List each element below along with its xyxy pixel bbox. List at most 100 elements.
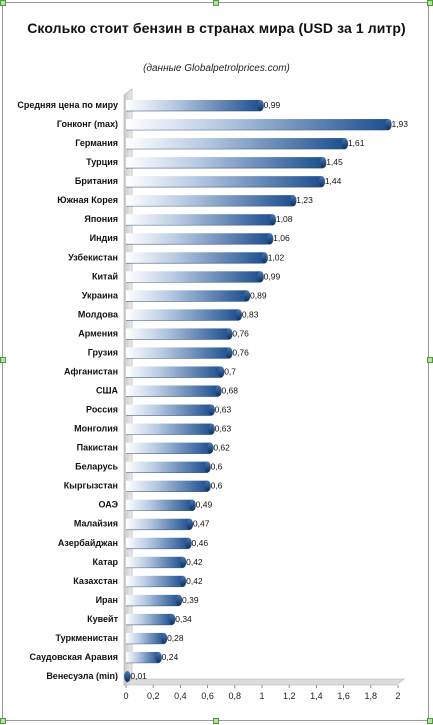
bar-end-cap	[179, 575, 187, 587]
labels-group: Средняя цена по миру 0,99 Гонконг (max) 1,9…	[17, 100, 408, 681]
category-label: Индия	[90, 233, 118, 243]
x-tick-label: 1,4	[310, 691, 323, 701]
bar	[126, 404, 212, 416]
x-tick-label: 0,2	[147, 691, 160, 701]
value-label: 1,44	[325, 176, 342, 186]
chart-title: Сколько стоит бензин в странах мира (USD…	[27, 20, 406, 36]
bar	[126, 594, 180, 606]
bar	[126, 119, 389, 131]
bar	[126, 480, 208, 492]
category-label: Азербайджан	[58, 538, 118, 548]
x-tick-label: 0,4	[174, 691, 187, 701]
value-label: 0,63	[215, 405, 232, 415]
bar	[126, 252, 265, 264]
category-label: Россия	[86, 405, 118, 415]
chart-floor	[123, 678, 405, 686]
value-label: 1,93	[391, 119, 408, 129]
value-label: 1,06	[273, 233, 290, 243]
value-label: 0,01	[130, 671, 147, 681]
value-label: 0,47	[193, 519, 210, 529]
bar	[126, 499, 193, 511]
bar-end-cap	[257, 271, 264, 283]
bar	[126, 518, 190, 530]
bar	[126, 214, 273, 226]
bar-end-cap	[385, 119, 392, 131]
bar-end-cap	[189, 499, 196, 511]
bar	[126, 537, 189, 549]
bar-end-cap	[155, 651, 162, 663]
bar-end-cap	[218, 366, 225, 378]
category-label: Германия	[75, 138, 118, 148]
bar	[126, 271, 261, 283]
bar	[126, 176, 322, 188]
bar-end-cap	[185, 537, 192, 549]
bar-end-cap	[215, 385, 222, 397]
bar-end-cap	[235, 309, 243, 321]
resize-handle-bottom-center[interactable]	[213, 718, 219, 724]
category-label: Армения	[78, 328, 118, 338]
bar	[126, 461, 208, 473]
category-label: Иран	[96, 595, 118, 605]
bar	[126, 613, 173, 625]
bar-end-cap	[318, 176, 326, 188]
resize-handle-top-center[interactable]	[213, 0, 219, 6]
category-label: Беларусь	[75, 462, 118, 472]
value-label: 0,28	[167, 633, 184, 643]
bar-end-cap	[243, 290, 251, 302]
x-tick-label: 1,2	[283, 691, 296, 701]
resize-handle-middle-left[interactable]	[0, 357, 6, 363]
value-label: 0,68	[221, 386, 238, 396]
bar	[126, 575, 184, 587]
category-label: Туркменистан	[55, 633, 118, 643]
category-label: Британия	[75, 176, 118, 186]
category-label: Украина	[82, 290, 119, 300]
bar	[126, 328, 230, 340]
bars-group	[124, 100, 392, 683]
value-label: 0,76	[232, 328, 249, 338]
bar	[126, 233, 271, 245]
value-label: 0,42	[186, 557, 203, 567]
value-label: 0,6	[211, 462, 223, 472]
bar	[126, 385, 219, 397]
value-label: 0,76	[232, 347, 249, 357]
bar-end-cap	[169, 613, 176, 625]
chart-subtitle: (данные Globalpetrolprices.com)	[143, 63, 290, 74]
resize-handle-top-left[interactable]	[0, 0, 6, 6]
bar-end-cap	[290, 195, 297, 207]
resize-handle-bottom-left[interactable]	[0, 718, 6, 724]
bar	[126, 100, 261, 112]
value-label: 0,39	[182, 595, 199, 605]
value-label: 1,61	[348, 138, 365, 148]
value-label: 0,46	[192, 538, 209, 548]
value-label: 0,63	[215, 424, 232, 434]
value-label: 0,99	[264, 100, 281, 110]
bar-end-cap	[341, 138, 349, 150]
bar	[126, 347, 230, 359]
bar	[126, 556, 184, 568]
value-label: 0,24	[162, 652, 179, 662]
x-tick-label: 1	[259, 691, 264, 701]
x-tick-label: 1,8	[365, 691, 378, 701]
value-label: 0,7	[224, 366, 236, 376]
value-label: 1,08	[276, 214, 293, 224]
value-label: 1,02	[268, 252, 285, 262]
bar-end-cap	[226, 347, 233, 359]
x-tick-label: 0,8	[229, 691, 242, 701]
x-tick-label: 0	[123, 691, 128, 701]
bar-end-cap	[207, 442, 214, 454]
bar-end-cap	[204, 461, 211, 473]
category-label: Япония	[84, 214, 118, 224]
category-label: Казахстан	[73, 576, 118, 586]
bar	[126, 651, 159, 663]
bar	[126, 423, 212, 435]
category-label: Венесуэла (min)	[46, 671, 118, 681]
bar-end-cap	[208, 423, 215, 435]
category-label: ОАЭ	[99, 500, 119, 510]
bar-end-cap	[269, 214, 277, 226]
bar-end-cap	[320, 157, 327, 169]
category-label: Пакистан	[77, 443, 118, 453]
bar-end-cap	[175, 594, 183, 606]
value-label: 0,99	[264, 271, 281, 281]
bar-end-cap	[208, 404, 215, 416]
